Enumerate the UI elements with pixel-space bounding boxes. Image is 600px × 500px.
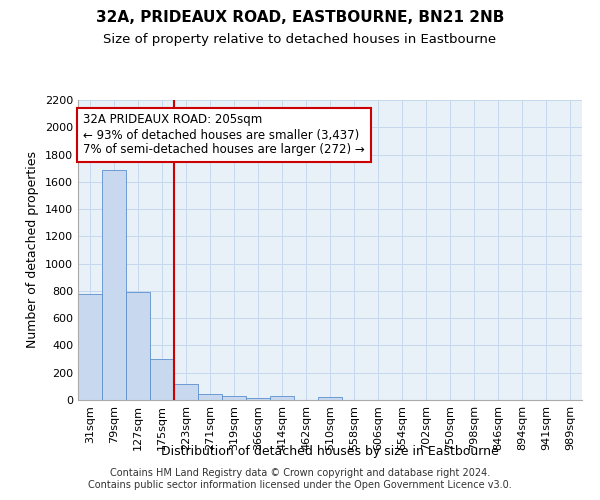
Text: Contains HM Land Registry data © Crown copyright and database right 2024.
Contai: Contains HM Land Registry data © Crown c… [88, 468, 512, 490]
Bar [222, 396, 246, 400]
Bar [318, 398, 342, 400]
Bar [150, 359, 174, 400]
Bar [126, 292, 150, 400]
Text: Distribution of detached houses by size in Eastbourne: Distribution of detached houses by size … [161, 445, 499, 458]
Bar [78, 294, 102, 400]
Y-axis label: Number of detached properties: Number of detached properties [26, 152, 40, 348]
Text: Size of property relative to detached houses in Eastbourne: Size of property relative to detached ho… [103, 32, 497, 46]
Bar [102, 170, 126, 400]
Bar [270, 396, 294, 400]
Bar [246, 398, 270, 400]
Text: 32A PRIDEAUX ROAD: 205sqm
← 93% of detached houses are smaller (3,437)
7% of sem: 32A PRIDEAUX ROAD: 205sqm ← 93% of detac… [83, 114, 365, 156]
Bar [198, 394, 222, 400]
Bar [174, 384, 198, 400]
Text: 32A, PRIDEAUX ROAD, EASTBOURNE, BN21 2NB: 32A, PRIDEAUX ROAD, EASTBOURNE, BN21 2NB [96, 10, 504, 25]
